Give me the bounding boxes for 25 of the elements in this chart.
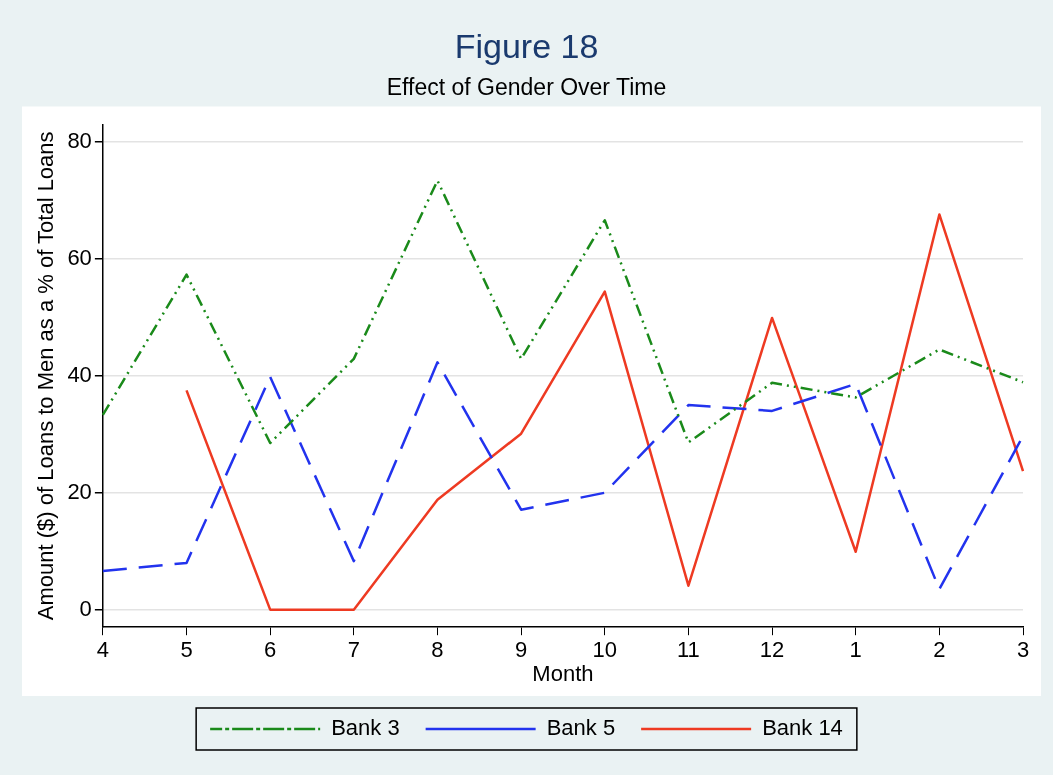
y-tick-label: 0	[79, 595, 92, 621]
legend-label: Bank 14	[762, 715, 843, 741]
x-tick-label: 11	[676, 637, 700, 663]
x-tick-label: 1	[849, 637, 862, 663]
y-tick-label: 40	[67, 361, 92, 387]
y-tick-label: 60	[67, 244, 92, 270]
legend-label: Bank 3	[331, 715, 400, 741]
x-axis-title: Month	[532, 660, 594, 686]
x-tick-label: 10	[592, 637, 617, 663]
x-tick-label: 8	[431, 637, 444, 663]
y-tick-label: 80	[67, 128, 92, 153]
chart-subtitle: Effect of Gender Over Time	[386, 73, 667, 100]
chart-title: Figure 18	[454, 26, 599, 65]
x-tick-label: 4	[96, 637, 109, 663]
x-tick-label: 12	[759, 637, 785, 663]
x-tick-label: 9	[514, 637, 528, 663]
x-tick-label: 7	[347, 637, 360, 663]
y-tick-label: 20	[67, 478, 92, 504]
legend-label: Bank 5	[546, 715, 616, 741]
x-tick-label: 6	[264, 637, 277, 663]
y-axis-title: Amount ($) of Loans to Men as a % of Total Loans	[33, 131, 59, 621]
x-tick-label: 2	[933, 637, 946, 663]
x-tick-label: 5	[180, 637, 193, 663]
line-series	[101, 179, 1025, 445]
x-tick-label: 3	[1016, 637, 1030, 663]
